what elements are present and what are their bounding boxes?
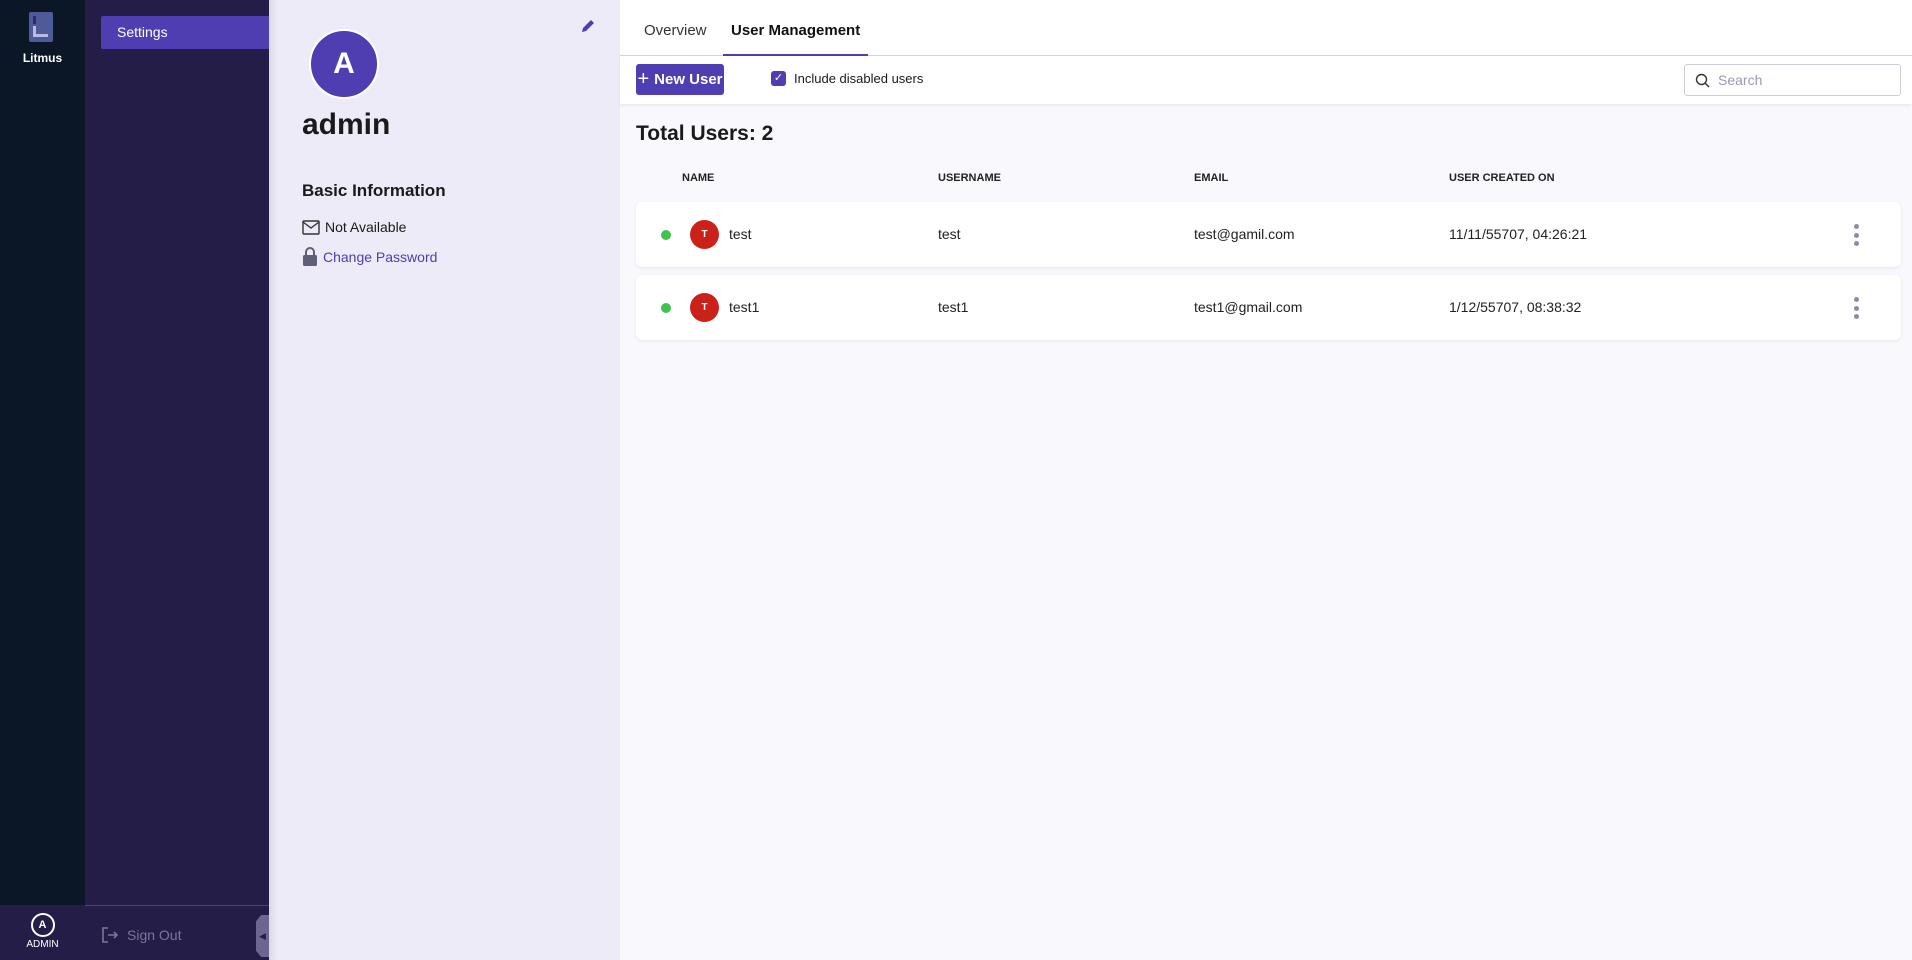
change-password-link[interactable]: Change Password	[323, 248, 438, 265]
sign-out-icon	[102, 927, 119, 943]
main-content: Overview User Management + New User ✓ Inc…	[620, 0, 1912, 960]
email-value: Not Available	[325, 219, 407, 235]
sign-out-label: Sign Out	[127, 927, 182, 943]
user-created-on: 11/11/55707, 04:26:21	[1449, 226, 1588, 242]
app-rail: Litmus A ADMIN	[0, 0, 85, 960]
sidebar-item-settings[interactable]: Settings	[101, 16, 269, 49]
plus-icon: +	[637, 68, 650, 90]
user-email: test1@gmail.com	[1194, 299, 1303, 315]
user-username: test	[938, 226, 961, 242]
table-row[interactable]: T test test test@gamil.com 11/11/55707, …	[636, 202, 1901, 267]
profile-name: admin	[302, 108, 391, 141]
user-avatar: T	[690, 293, 719, 322]
user-menu[interactable]: A ADMIN	[0, 905, 85, 960]
status-active-icon	[661, 230, 671, 240]
header-email: EMAIL	[1194, 172, 1229, 184]
user-email: test@gamil.com	[1194, 226, 1295, 242]
header-name: NAME	[682, 172, 715, 184]
profile-panel: A admin Basic Information Not Available …	[269, 0, 620, 960]
include-disabled-label: Include disabled users	[794, 71, 924, 86]
search-input[interactable]	[1718, 72, 1878, 88]
search-icon	[1695, 73, 1710, 87]
include-disabled-checkbox[interactable]: ✓ Include disabled users	[771, 71, 923, 86]
user-avatar: T	[690, 220, 719, 249]
tab-overview[interactable]: Overview	[644, 22, 707, 39]
email-info: Not Available	[302, 219, 406, 235]
edit-profile-icon[interactable]	[580, 18, 596, 34]
user-avatar[interactable]: A	[30, 913, 55, 937]
collapse-sidebar-button[interactable]: ◀	[256, 915, 269, 957]
section-title: Basic Information	[302, 181, 446, 200]
divider	[85, 905, 269, 906]
toolbar: + New User ✓ Include disabled users	[620, 56, 1912, 104]
sidebar: Settings Sign Out	[85, 0, 269, 960]
sign-out-button[interactable]: Sign Out	[101, 926, 181, 944]
new-user-button[interactable]: + New User	[636, 64, 724, 95]
more-options-icon[interactable]	[1853, 297, 1859, 319]
user-name: test	[729, 226, 752, 242]
litmus-logo-icon[interactable]	[29, 12, 53, 42]
search-box[interactable]	[1684, 64, 1901, 96]
new-user-label: New User	[654, 71, 723, 88]
header-created-on: USER CREATED ON	[1449, 172, 1555, 184]
lock-icon	[303, 247, 317, 266]
change-password[interactable]: Change Password	[302, 247, 437, 266]
checkbox-checked-icon[interactable]: ✓	[771, 71, 786, 86]
table-row[interactable]: T test1 test1 test1@gmail.com 1/12/55707…	[636, 275, 1901, 340]
profile-avatar: A	[309, 29, 379, 99]
user-label: ADMIN	[26, 939, 59, 950]
tab-user-management[interactable]: User Management	[723, 22, 869, 56]
user-name: test1	[729, 299, 760, 315]
status-active-icon	[661, 303, 671, 313]
more-options-icon[interactable]	[1853, 224, 1859, 246]
brand-name: Litmus	[22, 51, 63, 65]
tab-bar: Overview User Management	[620, 0, 1912, 56]
user-created-on: 1/12/55707, 08:38:32	[1449, 299, 1582, 315]
total-users: Total Users: 2	[636, 122, 774, 145]
header-username: USERNAME	[938, 172, 1001, 184]
user-username: test1	[938, 299, 969, 315]
mail-icon	[302, 219, 320, 235]
